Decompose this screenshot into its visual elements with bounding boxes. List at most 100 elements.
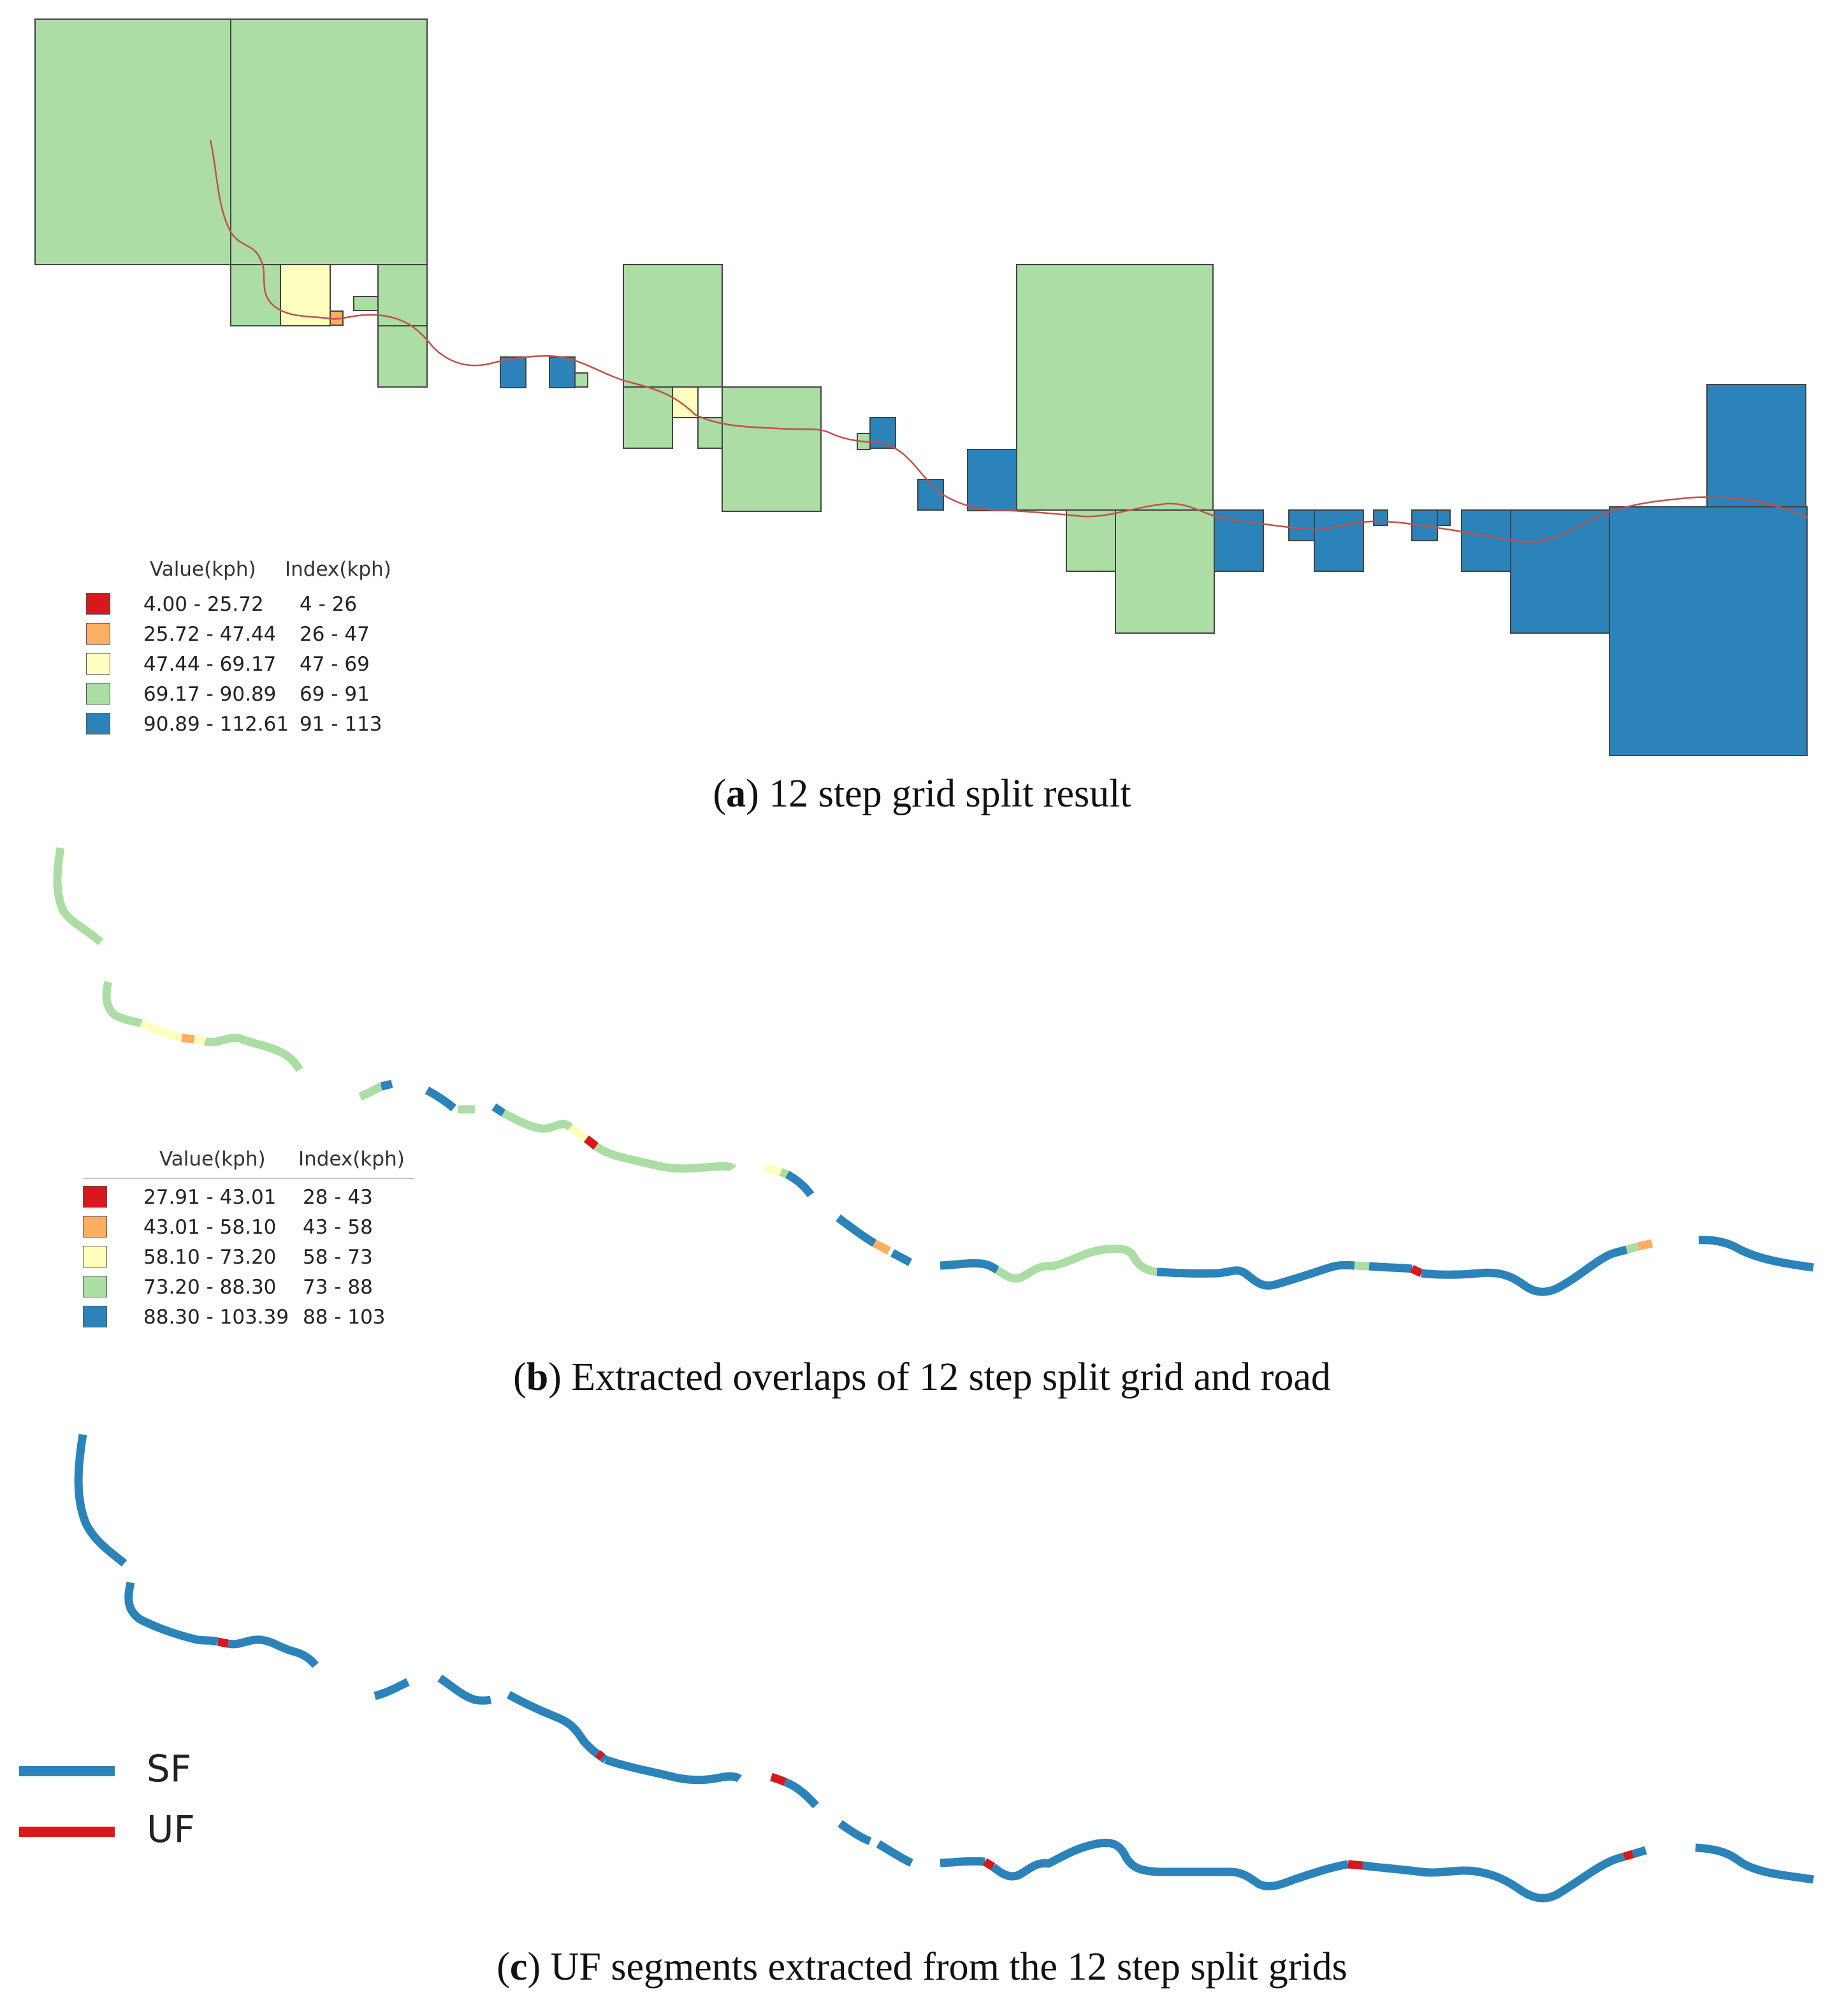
grid-cell	[500, 356, 526, 388]
road-segments-map	[53, 847, 1814, 1296]
road-segment	[1623, 1850, 1634, 1861]
legend-value: 4.00 - 25.72	[143, 593, 264, 616]
legend-index: 43 - 58	[303, 1216, 373, 1239]
grid-cell	[967, 449, 1017, 511]
road-segment	[990, 1838, 1349, 1890]
grid-cell	[353, 296, 379, 311]
legend-swatch	[83, 1246, 107, 1267]
road-segment	[227, 1635, 319, 1669]
legend-rule	[83, 1178, 414, 1179]
grid-map	[34, 18, 1808, 756]
road-segment	[502, 1109, 574, 1133]
grid-cell	[1706, 384, 1806, 508]
road-segment	[139, 1019, 183, 1042]
panel-c: SF UF (c) UF segments extracted from the…	[0, 1415, 1844, 2016]
legend-value: 25.72 - 47.44	[143, 623, 277, 646]
road-segment	[940, 1259, 999, 1275]
road-segment	[876, 1840, 913, 1867]
legend-header-value: Value(kph)	[159, 1148, 266, 1171]
legend-a: Value(kph) Index(kph) 4.00 - 25.72 4 - 2…	[86, 558, 417, 749]
road-segment	[506, 1691, 608, 1764]
grid-cell	[549, 356, 576, 388]
panel-a: Value(kph) Index(kph) 4.00 - 25.72 4 - 2…	[0, 0, 1844, 829]
legend-swatch	[83, 1186, 107, 1208]
road-segment	[1347, 1860, 1363, 1870]
grid-cell	[1214, 509, 1264, 572]
road-segment	[374, 1678, 410, 1700]
grid-cell	[1314, 509, 1364, 572]
legend-swatch	[86, 653, 110, 675]
panel-b: Value(kph) Index(kph) 27.91 - 43.01 28 -…	[0, 829, 1844, 1415]
grid-cell	[377, 325, 428, 388]
legend-index: 26 - 47	[300, 623, 370, 646]
road-segment	[1421, 1245, 1628, 1296]
caption-text: UF segments extracted from the 12 step s…	[541, 1945, 1347, 1989]
road-segment	[1698, 1236, 1814, 1272]
road-segment	[1368, 1262, 1412, 1273]
legend-index: 73 - 88	[303, 1276, 373, 1299]
uf-segments-map	[74, 1433, 1815, 1903]
legend-value: 43.01 - 58.10	[143, 1216, 277, 1239]
legend-index: 69 - 91	[300, 683, 370, 706]
grid-cell	[623, 264, 723, 388]
road-segment	[785, 1171, 815, 1197]
road-segment	[770, 1772, 787, 1786]
legend-swatch	[83, 1306, 107, 1327]
uf-line-swatch	[19, 1827, 115, 1837]
caption-letter: a	[726, 772, 746, 815]
grid-cell	[230, 264, 281, 326]
road-segment	[102, 981, 143, 1028]
grid-cell	[1510, 509, 1610, 634]
road-segment	[1695, 1843, 1815, 1884]
legend-swatch	[86, 683, 110, 705]
legend-swatch	[83, 1276, 107, 1297]
legend-index: 47 - 69	[300, 653, 370, 676]
caption-a: (a) 12 step grid split result	[713, 772, 1131, 815]
grid-cell	[1437, 509, 1451, 526]
road-segment	[124, 1581, 220, 1646]
grid-cell	[1066, 509, 1116, 572]
legend-index: 58 - 73	[303, 1246, 373, 1269]
legend-swatch	[86, 713, 110, 734]
legend-index: 88 - 103	[303, 1306, 386, 1329]
road-segment	[764, 1164, 782, 1176]
road-segment	[380, 1079, 393, 1091]
caption-text: 12 step grid split result	[759, 772, 1131, 815]
legend-index: 91 - 113	[300, 713, 382, 736]
road-segment	[890, 1249, 913, 1266]
road-segment	[437, 1674, 492, 1705]
legend-swatch	[86, 623, 110, 645]
caption-letter: c	[509, 1945, 528, 1989]
grid-cell	[623, 386, 673, 449]
legend-index: 28 - 43	[303, 1186, 373, 1209]
road-segment	[358, 1083, 383, 1101]
grid-cells	[34, 18, 1808, 756]
caption-letter: b	[526, 1355, 549, 1399]
legend-swatch	[86, 593, 110, 615]
road-segment	[425, 1086, 457, 1112]
road-segment	[595, 1750, 606, 1760]
road-segment	[1625, 1242, 1639, 1254]
grid-cell	[1016, 264, 1214, 511]
road-segment	[583, 1135, 599, 1150]
legend-value: 69.17 - 90.89	[143, 683, 277, 706]
road-segment	[567, 1123, 589, 1143]
road-segment	[203, 1034, 303, 1072]
grid-cell	[574, 372, 588, 388]
legend-header-index: Index(kph)	[285, 558, 391, 581]
road-segment	[783, 1778, 819, 1809]
grid-cell	[1288, 509, 1315, 541]
legend-value: 73.20 - 88.30	[143, 1276, 277, 1299]
legend-label: UF	[147, 1808, 195, 1851]
grid-cell	[230, 18, 428, 265]
legend-value: 88.30 - 103.39	[143, 1306, 289, 1329]
legend-header-index: Index(kph)	[298, 1148, 405, 1171]
road-segment	[491, 1103, 506, 1117]
road-segment	[1156, 1260, 1355, 1290]
legend-value: 27.91 - 43.01	[143, 1186, 277, 1209]
road-segment	[74, 1433, 127, 1567]
road-segment	[995, 1245, 1158, 1283]
grid-cell	[722, 386, 822, 512]
caption-b: (b) Extracted overlaps of 12 step split …	[513, 1355, 1331, 1399]
legend-swatch	[83, 1216, 107, 1238]
